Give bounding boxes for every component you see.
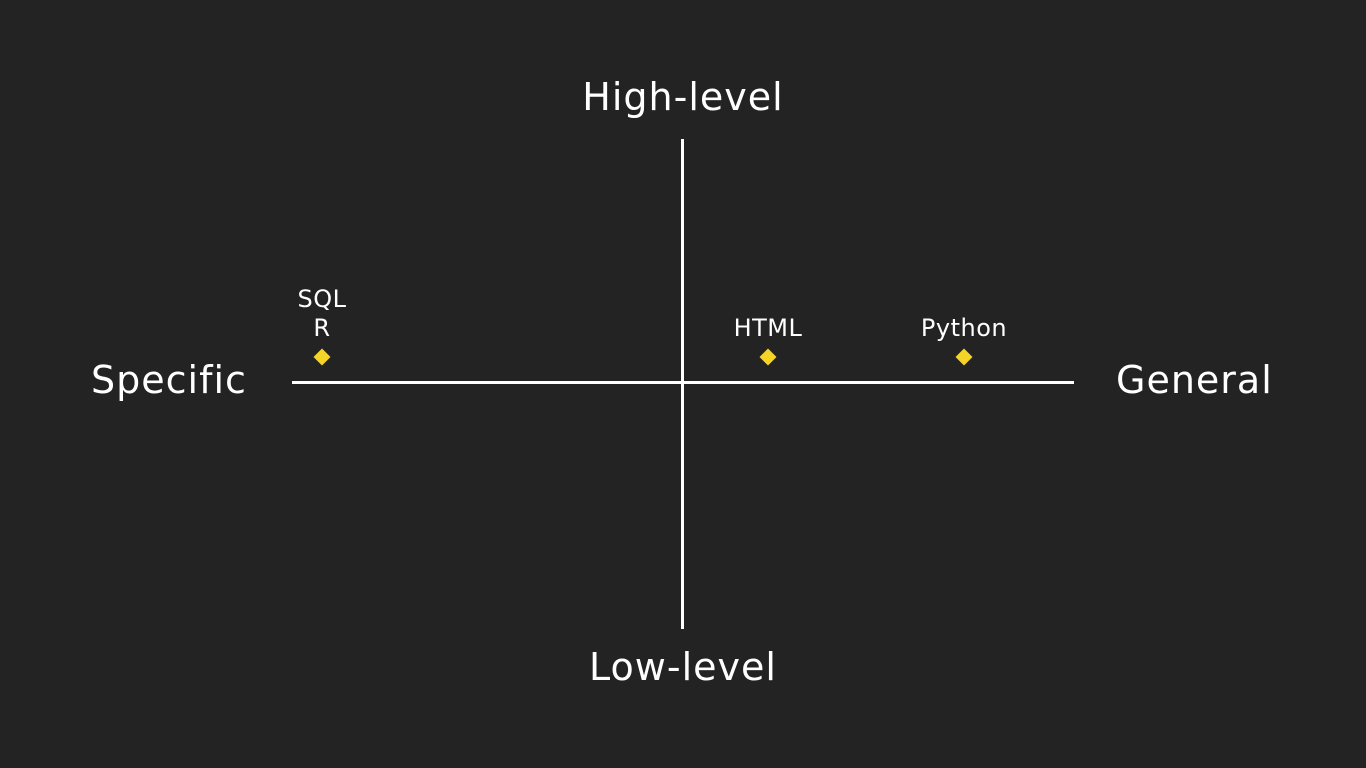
point-label-line: SQL [297,285,347,313]
vertical-axis-line [681,139,684,629]
axis-label-high-level: High-level [582,75,784,119]
axis-label-general: General [1116,358,1273,402]
axis-label-low-level: Low-level [589,645,777,689]
point-label: HTML [734,314,803,343]
diamond-marker-icon [955,348,973,366]
point-label: SQL R [298,285,347,343]
point-label-line: HTML [733,314,803,342]
diamond-marker-icon [313,348,331,366]
point-label: Python [921,314,1007,343]
diamond-marker-icon [759,348,777,366]
point-label-line: R [313,314,331,342]
point-label-line: Python [920,314,1008,342]
axis-label-specific: Specific [91,358,247,402]
